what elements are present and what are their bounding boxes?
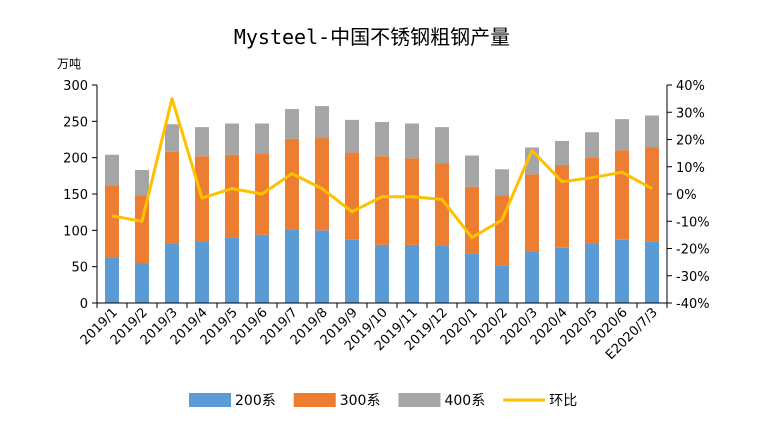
y-tick-label: 300	[63, 79, 88, 94]
bar-200系-2019/2	[135, 263, 149, 303]
y-tick-label: 150	[63, 188, 88, 203]
y-tick-label: 200	[63, 152, 88, 167]
y-tick-label: 50	[71, 261, 88, 276]
bar-200系-2019/11	[405, 244, 419, 303]
bar-400系-2019/4	[195, 127, 209, 157]
bar-400系-2019/11	[405, 123, 419, 159]
bar-400系-2020/5	[585, 132, 599, 158]
bar-400系-2019/6	[255, 123, 269, 155]
y2-tick-label: 30%	[676, 106, 705, 121]
bar-400系-2019/5	[225, 123, 239, 155]
bar-400系-2019/8	[315, 106, 329, 139]
bar-200系-2019/12	[435, 245, 449, 303]
bar-400系-2020/4	[555, 140, 569, 165]
legend-label-环比: 环比	[549, 393, 577, 409]
bar-300系-2019/1	[105, 186, 119, 258]
bar-400系-2019/12	[435, 127, 449, 164]
bar-200系-2019/8	[315, 230, 329, 303]
legend-swatch-400系	[398, 393, 441, 407]
bar-300系-2020/3	[525, 174, 539, 252]
bar-300系-2019/3	[165, 151, 179, 244]
bar-200系-2020/4	[555, 247, 569, 303]
bar-group	[105, 106, 659, 303]
bar-200系-2019/3	[165, 243, 179, 303]
bar-300系-2020/4	[555, 164, 569, 248]
y-axis-unit-label: 万吨	[57, 57, 81, 71]
y-tick-label: 250	[63, 115, 88, 130]
bar-300系-2019/10	[375, 156, 389, 245]
legend-label-300系: 300系	[340, 393, 381, 409]
bar-400系-2019/1	[105, 154, 119, 187]
bar-200系-2019/1	[105, 257, 119, 303]
bar-200系-2019/5	[225, 237, 239, 303]
legend-swatch-300系	[293, 393, 336, 407]
bar-400系-2019/7	[285, 108, 299, 139]
bar-400系-2020/2	[495, 169, 509, 196]
bar-400系-2019/3	[165, 124, 179, 152]
bar-300系-2019/7	[285, 138, 299, 230]
bar-300系-2019/12	[435, 163, 449, 246]
bar-300系-2019/5	[225, 154, 239, 238]
legend-swatch-200系	[189, 393, 231, 407]
bar-300系-2019/11	[405, 158, 419, 245]
y2-tick-label: 40%	[676, 79, 705, 94]
bar-300系-2019/9	[345, 152, 359, 240]
y2-tick-label: 10%	[676, 161, 705, 176]
y2-tick-label: -30%	[676, 270, 710, 285]
bar-400系-E2020/7/3	[645, 115, 659, 148]
y2-tick-label: -20%	[676, 243, 710, 258]
bar-200系-2019/4	[195, 241, 209, 303]
bar-400系-2020/6	[615, 119, 629, 151]
bar-200系-2020/1	[465, 253, 479, 303]
bar-200系-2020/6	[615, 239, 629, 303]
bar-200系-E2020/7/3	[645, 241, 659, 303]
legend-label-200系: 200系	[235, 393, 276, 409]
legend: 200系 300系 400系 环比	[189, 393, 577, 409]
y-tick-label: 0	[80, 297, 88, 312]
y2-tick-label: 0%	[676, 188, 697, 203]
bar-200系-2019/10	[375, 244, 389, 303]
line-series-group	[111, 97, 653, 240]
bar-300系-2020/6	[615, 150, 629, 240]
chart-title: Mysteel-中国不锈钢粗钢产量	[234, 25, 510, 49]
y2-tick-label: -10%	[676, 215, 710, 230]
bar-300系-E2020/7/3	[645, 147, 659, 242]
bar-200系-2020/5	[585, 243, 599, 303]
y-tick-label: 100	[63, 224, 88, 239]
line-series-环比	[111, 97, 653, 240]
bar-200系-2019/6	[255, 234, 269, 303]
bar-200系-2019/9	[345, 239, 359, 303]
bar-300系-2019/8	[315, 138, 329, 231]
bar-200系-2019/7	[285, 229, 299, 303]
bar-300系-2020/5	[585, 157, 599, 244]
bar-400系-2019/2	[135, 170, 149, 196]
bar-200系-2020/3	[525, 251, 539, 303]
bar-400系-2019/10	[375, 122, 389, 157]
bar-400系-2020/1	[465, 155, 479, 187]
bar-400系-2019/9	[345, 119, 359, 153]
legend-label-400系: 400系	[444, 393, 485, 409]
y2-tick-label: -40%	[676, 297, 710, 312]
bar-200系-2020/2	[495, 265, 509, 303]
bar-300系-2020/1	[465, 186, 479, 254]
y2-tick-label: 20%	[676, 134, 705, 149]
